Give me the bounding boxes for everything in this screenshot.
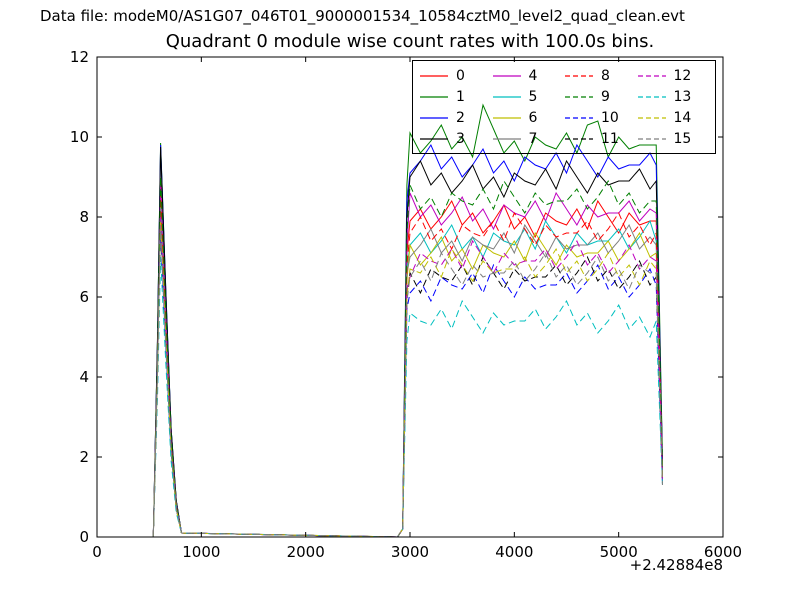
legend-entry-5: 5 [492, 86, 565, 107]
legend-label: 11 [601, 130, 619, 147]
legend-line-sample [420, 116, 448, 119]
legend-entry-4: 4 [492, 65, 565, 86]
x-tick-label: 4000 [495, 543, 533, 561]
y-tick-label: 12 [70, 48, 89, 66]
series-line-7 [152, 204, 663, 538]
y-tick-label: 8 [79, 208, 89, 226]
legend-label: 14 [673, 109, 692, 126]
legend-label: 12 [673, 67, 692, 84]
legend-line-sample [420, 74, 448, 77]
y-tick-label: 0 [79, 528, 89, 546]
legend-line-sample [420, 95, 448, 98]
series-line-14 [152, 220, 663, 538]
legend-label: 8 [601, 67, 610, 84]
data-file-label: Data file: modeM0/AS1G07_046T01_90000015… [40, 7, 685, 25]
legend-entry-2: 2 [419, 107, 492, 128]
legend-label: 10 [601, 109, 619, 126]
series-line-15 [152, 224, 663, 538]
legend-line-sample [637, 95, 666, 98]
x-tick-label: 5000 [600, 543, 638, 561]
legend-entry-8: 8 [564, 65, 637, 86]
legend-entry-9: 9 [564, 86, 637, 107]
series-line-10 [152, 232, 663, 538]
y-tick-label: 4 [79, 368, 89, 386]
legend-line-sample [637, 137, 666, 140]
legend-entry-7: 7 [492, 128, 565, 149]
x-tick-label: 3000 [391, 543, 429, 561]
legend-label: 2 [456, 109, 465, 126]
legend-label: 4 [528, 67, 538, 84]
legend-line-sample [565, 74, 593, 77]
x-tick-label: 6000 [704, 543, 742, 561]
legend-label: 1 [456, 88, 465, 105]
legend-line-sample [492, 74, 521, 77]
legend: 0 4 8 12 1 5 9 13 2 6 10 14 3 7 11 15 [412, 60, 716, 154]
legend-entry-10: 10 [564, 107, 637, 128]
legend-label: 9 [601, 88, 610, 105]
legend-entry-6: 6 [492, 107, 565, 128]
x-tick-label: 1000 [182, 543, 220, 561]
x-tick-label: 0 [92, 543, 102, 561]
legend-line-sample [420, 137, 448, 140]
legend-line-sample [637, 116, 666, 119]
legend-entry-11: 11 [564, 128, 637, 149]
legend-entry-14: 14 [637, 107, 710, 128]
x-axis-offset-label: +2.42884e8 [629, 556, 723, 574]
legend-label: 13 [673, 88, 692, 105]
series-line-1 [152, 103, 663, 538]
y-tick-label: 10 [70, 128, 89, 146]
legend-line-sample [565, 137, 593, 140]
legend-label: 5 [528, 88, 538, 105]
series-line-8 [152, 192, 663, 538]
legend-label: 3 [456, 130, 465, 147]
legend-line-sample [492, 95, 521, 98]
y-tick-label: 6 [79, 288, 89, 306]
legend-entry-12: 12 [637, 65, 710, 86]
legend-line-sample [492, 116, 521, 119]
y-tick-label: 2 [79, 448, 89, 466]
x-tick-label: 2000 [287, 543, 325, 561]
legend-line-sample [637, 74, 666, 77]
legend-label: 6 [528, 109, 538, 126]
legend-entry-15: 15 [637, 128, 710, 149]
legend-entry-3: 3 [419, 128, 492, 149]
legend-entry-13: 13 [637, 86, 710, 107]
series-line-13 [152, 256, 663, 538]
legend-label: 7 [528, 130, 538, 147]
legend-line-sample [492, 137, 521, 140]
legend-line-sample [565, 95, 593, 98]
legend-entry-0: 0 [419, 65, 492, 86]
legend-label: 15 [673, 130, 692, 147]
chart-title: Quadrant 0 module wise count rates with … [165, 31, 655, 52]
legend-entry-1: 1 [419, 86, 492, 107]
series-line-9 [152, 176, 663, 538]
legend-line-sample [565, 116, 593, 119]
legend-label: 0 [456, 67, 465, 84]
